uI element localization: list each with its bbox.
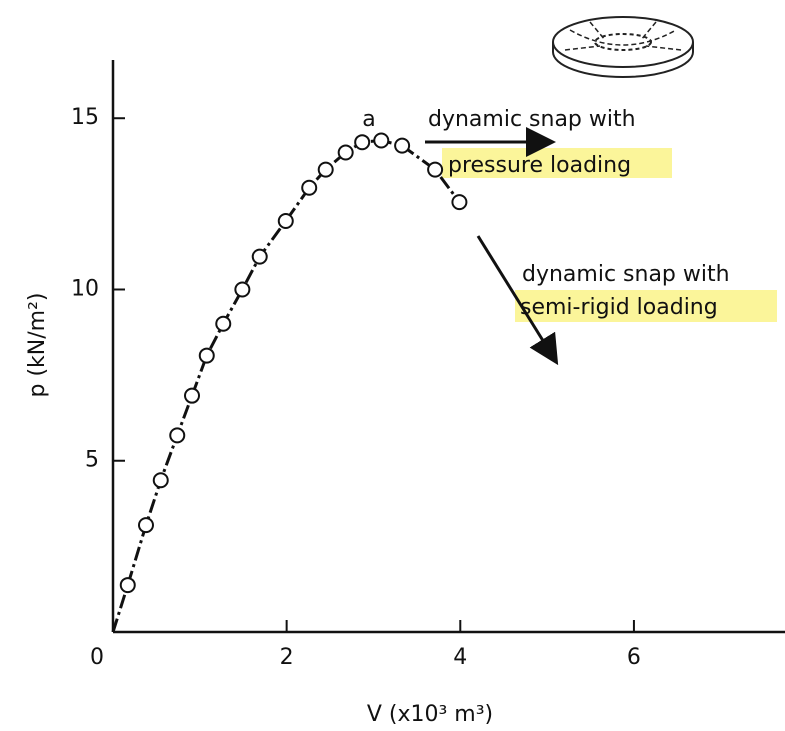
x-tick-label: 2 <box>280 645 294 670</box>
data-point <box>427 161 444 178</box>
arrow <box>476 235 559 366</box>
data-point <box>373 132 390 149</box>
y-axis-label: p (kN/m²) <box>25 293 50 398</box>
x-tick-label: 6 <box>627 645 641 670</box>
data-point <box>277 212 294 229</box>
annotation: dynamic snap with <box>522 262 730 287</box>
data-point <box>119 577 136 594</box>
data-point <box>169 427 186 444</box>
data-point <box>301 179 318 196</box>
data-point <box>317 161 334 178</box>
annotation: pressure loading <box>448 153 631 178</box>
data-point <box>337 144 354 161</box>
data-point <box>215 315 232 332</box>
data-point <box>394 137 411 154</box>
data-point <box>251 248 268 265</box>
x-axis-label: V (x10³ m³) <box>367 702 493 727</box>
y-tick-label: 15 <box>71 105 99 130</box>
torus-icon <box>552 16 694 78</box>
y-tick-label: 10 <box>71 276 99 301</box>
data-point <box>184 387 201 404</box>
annotation: semi-rigid loading <box>520 295 718 320</box>
y-tick-label: 5 <box>85 448 99 473</box>
annotation: dynamic snap with <box>428 107 636 132</box>
x-tick-label: 0 <box>90 645 104 670</box>
x-tick-label: 4 <box>453 645 467 670</box>
data-point <box>354 134 371 151</box>
data-point <box>198 347 215 364</box>
highlight <box>442 148 672 178</box>
data-point <box>152 472 169 489</box>
data-point <box>234 281 251 298</box>
data-point <box>137 517 154 534</box>
highlight <box>515 290 777 322</box>
annotation: a <box>362 107 375 132</box>
data-point <box>451 194 468 211</box>
